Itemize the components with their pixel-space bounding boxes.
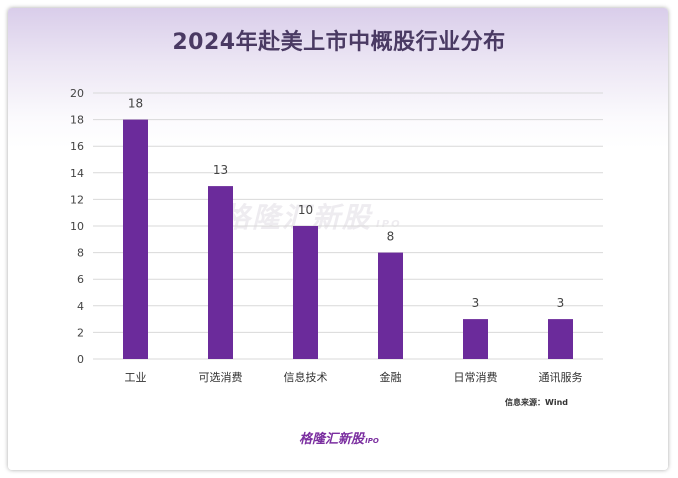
x-axis-categories: 工业 可选消费 信息技术 金融 日常消费 通讯服务	[125, 370, 583, 384]
x-category-label: 通讯服务	[539, 371, 583, 384]
watermark-sub: IPO	[376, 219, 402, 230]
x-category-label: 金融	[380, 370, 402, 384]
y-tick-label: 20	[70, 87, 84, 100]
chart-title: 2024年赴美上市中概股行业分布	[172, 30, 506, 55]
data-label: 13	[213, 163, 228, 177]
y-axis-ticks: 0 2 4 6 8 10 12 14 16 18 20	[70, 87, 84, 366]
y-tick-label: 0	[77, 353, 84, 366]
source-note: 信息来源：Wind	[505, 398, 568, 407]
x-category-label: 日常消费	[454, 370, 498, 384]
y-tick-label: 6	[77, 273, 84, 286]
x-category-label: 工业	[125, 371, 147, 384]
bar	[378, 252, 403, 359]
y-tick-label: 10	[70, 220, 84, 233]
gridlines	[93, 92, 603, 360]
data-labels: 18 13 10 8 3 3	[128, 97, 564, 311]
data-label: 8	[387, 230, 395, 244]
bar	[293, 226, 318, 359]
x-category-label: 信息技术	[284, 370, 328, 384]
brand-sub: IPO	[365, 437, 379, 445]
y-tick-label: 12	[70, 193, 84, 206]
data-label: 3	[472, 296, 480, 310]
brand-text: 格隆汇新股	[299, 432, 365, 447]
y-tick-label: 18	[70, 114, 84, 127]
bar	[463, 319, 488, 359]
y-tick-label: 2	[77, 326, 84, 339]
chart-card	[8, 8, 668, 470]
data-label: 10	[298, 203, 313, 217]
y-tick-label: 4	[77, 300, 84, 313]
data-label: 18	[128, 97, 143, 111]
y-tick-label: 16	[70, 140, 84, 153]
bar	[548, 319, 573, 359]
y-tick-label: 14	[70, 167, 84, 180]
data-label: 3	[557, 296, 565, 310]
y-tick-label: 8	[77, 247, 84, 260]
bar	[123, 119, 148, 359]
x-category-label: 可选消费	[199, 370, 243, 384]
brand-logo: 格隆汇新股IPO	[0, 428, 678, 447]
bars	[123, 119, 573, 359]
bar	[208, 186, 233, 359]
